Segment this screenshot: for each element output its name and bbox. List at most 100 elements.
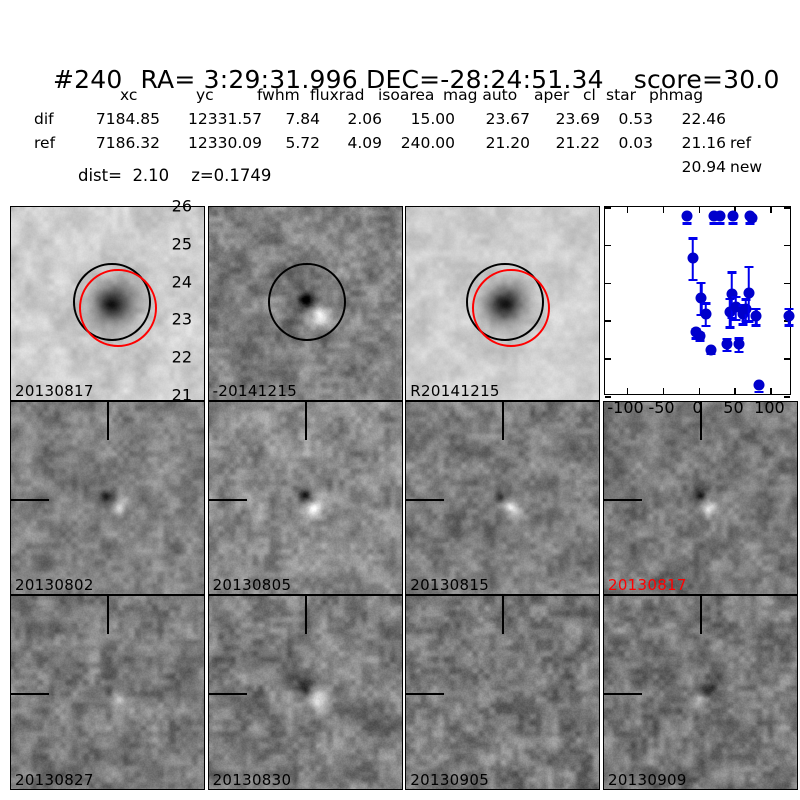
crosshair-tick-left [11, 693, 49, 696]
data-point[interactable] [687, 252, 699, 264]
object-id: #240 [53, 65, 123, 94]
stamp-epoch[interactable]: 20130905 [405, 595, 601, 790]
plot-area [605, 207, 795, 398]
y-axis-tick [605, 207, 611, 209]
error-bar-cap [727, 271, 737, 274]
data-point[interactable] [721, 338, 733, 350]
crosshair-tick-left [604, 693, 642, 696]
y-tick-label: 26 [171, 196, 192, 216]
stamp-label: 20130817 [15, 381, 94, 400]
error-bar-cap [744, 265, 754, 269]
stamp-diff[interactable]: -20141215 [207, 206, 403, 401]
cell-phmag-new: 20.94 [681, 158, 726, 176]
stamp-epoch[interactable]: 20130909 [603, 595, 798, 790]
error-bar-cap [731, 318, 741, 321]
error-bar-cap [741, 298, 751, 301]
data-point[interactable] [743, 287, 755, 299]
error-bar-cap [784, 324, 794, 327]
cell-phmag: 22.46 [681, 110, 726, 128]
aperture-circle-red [472, 269, 551, 347]
table-row-extra: 20.94 new [0, 158, 800, 182]
x-axis-tick [698, 388, 700, 394]
data-point[interactable] [724, 306, 736, 318]
dec-label: DEC=-28:24:51.34 [366, 65, 604, 94]
data-point[interactable] [746, 212, 758, 224]
x-axis-tick [734, 388, 736, 394]
error-bar-cap [682, 222, 692, 225]
column-header-yc: yc [196, 86, 214, 104]
stamp-ref[interactable]: R20141215 [405, 206, 601, 401]
y-tick-label: 24 [171, 272, 192, 292]
data-point[interactable] [783, 310, 795, 322]
data-point[interactable] [740, 303, 752, 315]
data-point[interactable] [705, 344, 717, 356]
light-curve-plot[interactable] [604, 206, 795, 398]
data-point[interactable] [694, 330, 706, 342]
stamp-label: 20130815 [410, 576, 490, 595]
column-header-mag-auto: mag auto [443, 86, 518, 104]
data-point[interactable] [695, 292, 707, 304]
crosshair-tick-top [304, 401, 307, 440]
stamp-new[interactable]: 20130817 [10, 206, 205, 401]
stamp-epoch[interactable]: 20130815 [405, 400, 601, 596]
stamp-epoch[interactable]: 20130802 [10, 400, 205, 596]
x-axis-tick [734, 207, 736, 213]
data-point[interactable] [681, 210, 693, 222]
error-bar-cap [728, 222, 738, 225]
data-point[interactable] [726, 288, 738, 300]
y-tick-label: 22 [171, 347, 192, 367]
column-header-cl: cl [583, 86, 596, 104]
column-header-isoarea: isoarea [378, 86, 435, 104]
page-title: #240 RA= 3:29:31.996 DEC=-28:24:51.34 scor… [0, 36, 800, 123]
table-header-row: xc yc fwhm fluxrad isoarea mag auto aper… [0, 86, 800, 110]
stamp-epoch[interactable]: 20130830 [207, 595, 403, 790]
cell-fwhm: 7.84 [285, 110, 320, 128]
y-axis-tick [605, 396, 611, 398]
row-tag-dif: dif [34, 110, 54, 128]
data-point[interactable] [753, 379, 765, 391]
error-bar-cap [688, 237, 698, 240]
data-point[interactable] [733, 338, 745, 350]
data-point[interactable] [727, 210, 739, 222]
cell-isoarea: 240.00 [400, 134, 455, 152]
stamp-label: R20141215 [410, 381, 500, 400]
data-point[interactable] [750, 310, 762, 322]
data-point[interactable] [700, 308, 712, 320]
cell-mag-auto: 23.67 [485, 110, 530, 128]
stamp-epoch[interactable]: 20130827 [10, 595, 205, 790]
stamp-epoch[interactable]: 20130805 [207, 400, 403, 596]
x-axis-tick [662, 388, 665, 394]
error-bar-cap [725, 326, 735, 329]
data-point[interactable] [708, 210, 720, 222]
error-bar-cap [754, 390, 764, 394]
crosshair-tick-top [107, 596, 109, 635]
cell-phmag: 21.16 [681, 134, 726, 152]
cell-fluxrad: 4.09 [347, 134, 382, 152]
ra-label: RA= 3:29:31.996 [140, 65, 358, 94]
crosshair-tick-top [107, 401, 109, 440]
column-header-phmag: phmag [649, 86, 704, 104]
crosshair-tick-top [304, 596, 307, 635]
y-axis-tick [784, 396, 790, 398]
error-bar-cap [745, 222, 755, 225]
stamp-epoch-selected[interactable]: 20130817 [603, 400, 798, 596]
x-axis-tick [698, 207, 700, 213]
x-tick-label: 50 [723, 398, 744, 417]
stamp-label: 20130830 [212, 770, 292, 789]
data-point[interactable] [730, 301, 742, 313]
y-tick-label: 23 [171, 309, 192, 329]
column-header-fwhm: fwhm [257, 86, 300, 104]
data-point[interactable] [714, 210, 726, 222]
error-bar-cap [715, 222, 725, 225]
dist-value: dist= 2.10 [78, 166, 170, 185]
crosshair-tick-top [700, 401, 702, 440]
column-header-xc: xc [120, 86, 138, 104]
stamp-label: 20130802 [15, 576, 94, 595]
stamp-row-3: 20130827 20130830 20130905 20130909 [10, 595, 798, 790]
y-axis-tick [784, 282, 790, 285]
error-bar-cap [751, 324, 761, 327]
x-tick-label: 100 [754, 398, 785, 417]
cell-suffix-ref: ref [730, 134, 752, 152]
y-tick-label: 21 [171, 385, 192, 405]
